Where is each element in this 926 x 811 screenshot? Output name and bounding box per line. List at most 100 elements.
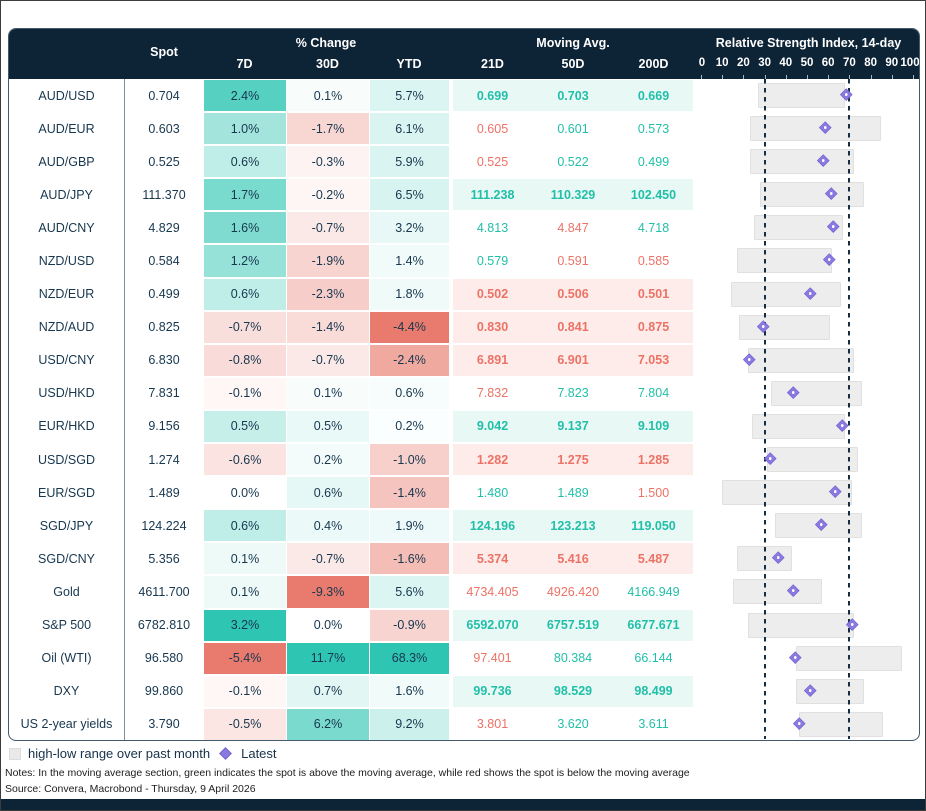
ma-50d-cell: 0.841: [532, 310, 614, 344]
pair-name-cell: SGD/JPY: [9, 509, 125, 543]
rsi-chart-cell: [698, 211, 919, 244]
ma-21d-cell: 0.830: [453, 310, 532, 344]
ma-21d-cell: 111.238: [453, 178, 532, 212]
ma-200d-cell: 119.050: [614, 509, 693, 543]
ma-50d-cell: 4926.420: [532, 575, 614, 609]
ma-50d-cell: 80.384: [532, 641, 614, 675]
pct-change-header-label: % Change: [295, 36, 357, 50]
ma-50d-cell: 0.506: [532, 277, 614, 311]
pct-30d-cell: -2.3%: [286, 277, 369, 311]
pct-7d-cell: -0.5%: [203, 707, 286, 740]
spot-header-label: Spot: [150, 45, 178, 59]
ma-21d-cell: 1.480: [453, 476, 532, 510]
rsi-range-bar: [766, 447, 858, 473]
spot-value-cell: 3.790: [148, 717, 180, 732]
spot-value-cell: 111.370: [142, 187, 186, 202]
ma-50d-cell: 0.703: [532, 79, 614, 113]
ma-200d-cell: 66.144: [614, 641, 693, 675]
rsi-band-line-70: [848, 79, 851, 739]
pair-name-cell: AUD/USD: [9, 79, 125, 113]
rsi-range-bar: [760, 182, 865, 208]
ma-50d-cell: 0.522: [532, 145, 614, 179]
pct-7d-cell: 0.0%: [203, 476, 286, 510]
table-row: AUD/JPY 111.370 1.7% -0.2% 6.5% 111.238 110.32…: [9, 178, 919, 212]
rsi-chart-cell: [698, 410, 919, 443]
pct-7d-cell: 0.1%: [203, 575, 286, 609]
ma-21d-cell: 4734.405: [453, 575, 532, 609]
pct-ytd-cell: -1.4%: [369, 476, 449, 510]
range-legend-label: high-low range over past month: [28, 746, 211, 761]
table-row: Oil (WTI) 96.580 -5.4% 11.7% 68.3% 97.401 80.3…: [9, 641, 919, 675]
pair-name-cell: NZD/AUD: [9, 310, 125, 344]
pct-ytd-cell: -0.9%: [369, 608, 449, 642]
table-row: USD/SGD 1.274 -0.6% 0.2% -1.0% 1.282 1.275 1.28…: [9, 443, 919, 477]
table-row: USD/HKD 7.831 -0.1% 0.1% 0.6% 7.832 7.823 7.804: [9, 376, 919, 410]
pct-30d-cell: 0.0%: [286, 608, 369, 642]
col-30d-label: 30D: [316, 57, 339, 71]
pct-ytd-cell: 9.2%: [369, 707, 449, 740]
rsi-chart-cell: [698, 675, 919, 708]
ma-200d-cell: 0.499: [614, 145, 693, 179]
pct-30d-cell: -0.3%: [286, 145, 369, 179]
pct-ytd-cell: 1.8%: [369, 277, 449, 311]
legend: high-low range over past month Latest: [9, 746, 277, 761]
table-row: NZD/EUR 0.499 0.6% -2.3% 1.8% 0.502 0.506 0.501: [9, 277, 919, 311]
pair-name-cell: NZD/EUR: [9, 277, 125, 311]
pct-7d-cell: 1.0%: [203, 112, 286, 146]
ma-21d-cell: 9.042: [453, 409, 532, 444]
rsi-axis-tick-label: 30: [758, 57, 771, 69]
pct-ytd-cell: 6.5%: [369, 178, 449, 212]
spot-value-cell: 1.489: [148, 485, 180, 500]
pct-30d-cell: 0.2%: [286, 443, 369, 477]
pct-ytd-cell: -4.4%: [369, 310, 449, 344]
pct-30d-cell: 0.7%: [286, 674, 369, 708]
pct-7d-cell: -0.7%: [203, 310, 286, 344]
ma-21d-cell: 0.579: [453, 244, 532, 278]
spot-value-cell: 0.584: [148, 254, 180, 269]
table-row: AUD/EUR 0.603 1.0% -1.7% 6.1% 0.605 0.601 0.573: [9, 112, 919, 146]
pair-name-cell: USD/HKD: [9, 376, 125, 410]
rsi-chart-cell: [698, 476, 919, 509]
table-row: SGD/CNY 5.356 0.1% -0.7% -1.6% 5.374 5.416 5.48…: [9, 542, 919, 576]
pair-name-cell: AUD/EUR: [9, 112, 125, 146]
table-row: AUD/GBP 0.525 0.6% -0.3% 5.9% 0.525 0.522 0.499: [9, 145, 919, 179]
spot-value-cell: 5.356: [148, 551, 180, 566]
ma-21d-cell: 3.801: [453, 707, 532, 740]
pct-ytd-cell: 6.1%: [369, 112, 449, 146]
ma-21d-cell: 7.832: [453, 376, 532, 410]
ma-21d-cell: 0.525: [453, 145, 532, 179]
pct-30d-cell: -0.7%: [286, 211, 369, 245]
spot-value-cell: 99.860: [144, 684, 184, 699]
rsi-axis-tick-label: 40: [779, 57, 793, 69]
ma-200d-cell: 4166.949: [614, 575, 693, 609]
ma-50d-cell: 1.489: [532, 476, 614, 510]
rsi-chart-cell: [698, 244, 919, 277]
rsi-chart-cell: [698, 178, 919, 211]
col-7d-label: 7D: [236, 57, 253, 71]
rsi-axis-tick-mark: [764, 75, 766, 79]
rsi-chart-cell: [698, 509, 919, 542]
rsi-chart-cell: [698, 609, 919, 642]
pct-ytd-cell: 1.9%: [369, 509, 449, 543]
ma-200d-cell: 1.285: [614, 443, 693, 477]
ma-21d-cell: 97.401: [453, 641, 532, 675]
ma-21d-cell: 6592.070: [453, 608, 532, 642]
pct-ytd-cell: 0.2%: [369, 409, 449, 444]
pct-7d-cell: 0.6%: [203, 277, 286, 311]
table-row: US 2-year yields 3.790 -0.5% 6.2% 9.2% 3.801 3…: [9, 707, 919, 740]
col-50d-label: 50D: [561, 57, 585, 71]
ma-50d-cell: 3.620: [532, 707, 614, 740]
spot-value-cell: 6782.810: [137, 618, 191, 633]
spot-value-cell: 1.274: [148, 452, 180, 467]
notes-text: Notes: In the moving average section, gr…: [5, 767, 690, 779]
spot-value-cell: 9.156: [148, 419, 180, 434]
pct-30d-cell: 0.1%: [286, 79, 369, 113]
pct-7d-cell: -0.1%: [203, 674, 286, 708]
pct-ytd-cell: -1.6%: [369, 542, 449, 576]
ma-21d-cell: 0.502: [453, 277, 532, 311]
rsi-axis-tick-label: 60: [821, 57, 835, 69]
rsi-axis-tick-label: 10: [715, 57, 729, 69]
range-legend-swatch: [9, 747, 21, 760]
rsi-range-bar: [798, 711, 884, 737]
rsi-axis-tick-mark: [891, 75, 893, 79]
